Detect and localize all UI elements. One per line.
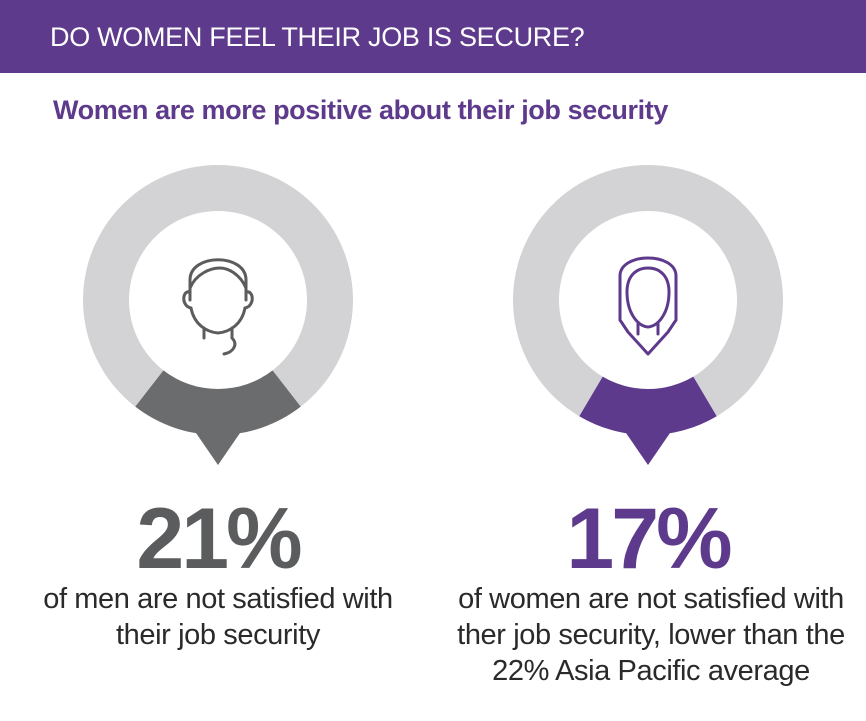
men-percentage-value: 21% xyxy=(136,491,302,587)
subtitle: Women are more positive about their job … xyxy=(53,95,668,125)
men-caption-line-2: their job security xyxy=(116,619,320,651)
man-hairline xyxy=(188,266,248,290)
header-banner: DO WOMEN FEEL THEIR JOB IS SECURE? xyxy=(0,0,866,73)
man-jaw xyxy=(189,306,247,335)
man-collar xyxy=(222,326,237,356)
man-ear-right xyxy=(243,290,254,310)
man-hair xyxy=(188,258,248,302)
woman-icon xyxy=(618,256,678,356)
men-donut xyxy=(82,165,353,465)
women-caption-line-3: 22% Asia Pacific average xyxy=(492,655,810,687)
man-ear-left xyxy=(182,290,193,310)
men-ring-remainder xyxy=(82,165,353,407)
woman-fringe xyxy=(625,266,671,294)
men-caption-line-1: of men are not satisfied with xyxy=(43,583,393,615)
women-percentage-value: 17% xyxy=(566,491,732,587)
women-ring-highlight xyxy=(579,376,717,435)
women-caption: of women are not satisfied with ther job… xyxy=(446,581,856,689)
woman-hair xyxy=(618,256,678,322)
women-ring-remainder xyxy=(513,164,783,417)
men-ring-highlight xyxy=(135,370,301,435)
men-pointer xyxy=(196,433,240,465)
women-donut xyxy=(513,164,783,465)
man-icon xyxy=(182,258,254,356)
men-caption: of men are not satisfied with their job … xyxy=(18,581,418,653)
page-title: DO WOMEN FEEL THEIR JOB IS SECURE? xyxy=(50,22,585,52)
women-caption-line-2: ther job security, lower than the xyxy=(457,619,845,651)
woman-face xyxy=(625,290,671,329)
women-caption-line-1: of women are not satisfied with xyxy=(458,583,844,615)
women-pointer xyxy=(626,433,670,465)
woman-collar xyxy=(618,318,678,356)
